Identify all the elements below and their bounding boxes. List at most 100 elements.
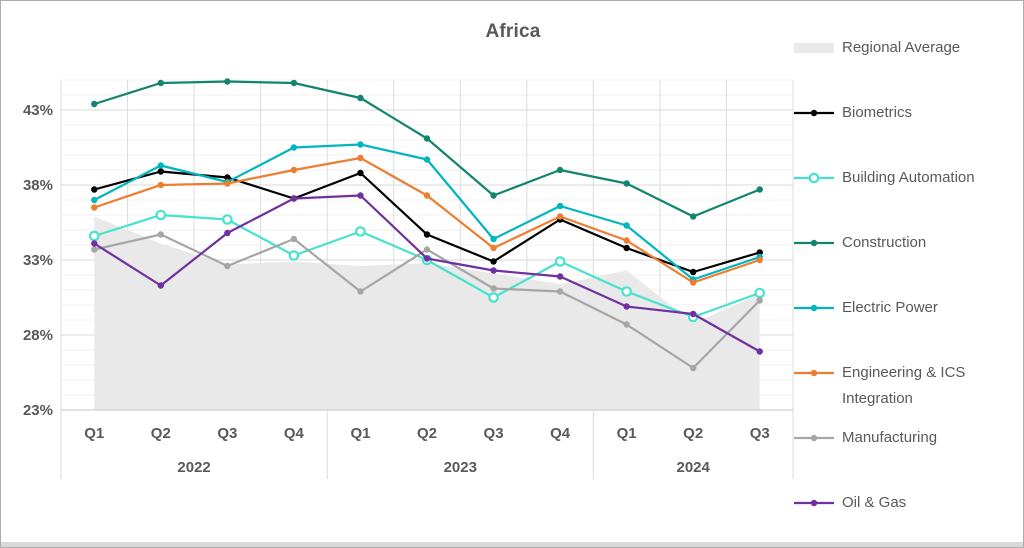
bottom-scroll-strip — [1, 542, 1023, 547]
data-point — [224, 180, 231, 187]
data-point — [689, 279, 697, 286]
data-point — [689, 364, 697, 372]
chart-title: Africa — [485, 21, 541, 42]
data-point — [357, 154, 364, 162]
legend-label: Construction — [842, 234, 927, 251]
x-tick-label: Q3 — [217, 425, 237, 442]
data-point — [623, 180, 630, 187]
data-point — [423, 135, 431, 142]
data-point — [556, 288, 564, 295]
data-point — [490, 267, 497, 274]
data-point — [290, 235, 298, 243]
year-group-label: 2024 — [676, 459, 710, 476]
data-point — [554, 256, 566, 267]
y-tick-label: 43% — [23, 102, 53, 119]
building-automation-swatch-icon — [794, 172, 834, 184]
construction-swatch-icon — [794, 239, 834, 247]
data-point — [423, 231, 431, 238]
data-point — [689, 268, 697, 276]
legend-item-engineering-ics-integration: Engineering & ICS Integration — [794, 360, 1018, 412]
data-point — [155, 209, 167, 221]
regional-average-swatch-icon — [794, 43, 834, 53]
data-point — [157, 282, 165, 289]
data-point — [357, 169, 364, 177]
legend-label: Manufacturing — [842, 429, 938, 446]
data-point — [754, 287, 766, 299]
data-point — [91, 246, 98, 253]
x-tick-label: Q2 — [683, 425, 703, 442]
data-point — [157, 181, 165, 189]
x-tick-label: Q4 — [550, 425, 571, 442]
year-group-label: 2023 — [444, 459, 477, 476]
data-point — [490, 192, 497, 199]
data-point — [490, 258, 497, 265]
data-point — [756, 256, 763, 264]
area-regional-average — [94, 216, 760, 410]
data-point — [224, 174, 231, 181]
legend-label: Building Automation — [842, 169, 975, 186]
data-point — [556, 202, 564, 210]
data-point — [290, 144, 298, 151]
series-oil-gas — [91, 192, 763, 355]
x-tick-label: Q2 — [151, 425, 171, 442]
legend-label: Biometrics — [842, 104, 913, 121]
data-point — [222, 214, 233, 225]
legend-item-regional-average: Regional Average — [794, 35, 960, 61]
y-tick-label: 28% — [23, 327, 53, 344]
legend-item-electric-power: Electric Power — [794, 295, 938, 321]
data-point — [689, 310, 697, 318]
data-point — [157, 162, 165, 169]
data-point — [91, 100, 98, 108]
data-point — [357, 94, 364, 102]
data-point — [91, 186, 98, 193]
data-point — [556, 166, 564, 174]
data-point — [357, 141, 364, 148]
x-tick-label: Q2 — [417, 425, 437, 442]
data-point — [157, 168, 165, 175]
data-point — [689, 213, 697, 220]
legend-label: Electric Power — [842, 299, 938, 316]
data-point — [556, 213, 564, 220]
data-point — [290, 79, 298, 87]
data-point — [157, 231, 165, 238]
data-point — [623, 237, 630, 244]
y-tick-label: 38% — [23, 177, 53, 194]
legend-label: Regional Average — [842, 39, 961, 56]
data-point — [423, 246, 431, 253]
data-point — [488, 292, 499, 303]
axes — [60, 409, 794, 479]
data-point — [355, 226, 366, 237]
series-electric-power — [91, 141, 763, 283]
oil-gas-swatch-icon — [794, 499, 834, 507]
biometrics-swatch-icon — [794, 109, 834, 117]
x-tick-label: Q3 — [750, 425, 770, 442]
chart-legend: Regional Average Biometrics Building Autom… — [794, 35, 1022, 535]
data-point — [288, 250, 300, 261]
data-point — [490, 244, 497, 252]
data-point — [357, 192, 364, 199]
manufacturing-swatch-icon — [794, 434, 834, 442]
legend-item-manufacturing: Manufacturing — [794, 425, 937, 451]
data-point — [556, 273, 564, 280]
data-point — [756, 186, 763, 193]
series-engineering-ics-integration — [91, 154, 763, 286]
legend-item-biometrics: Biometrics — [794, 100, 912, 126]
data-point — [423, 255, 431, 262]
data-point — [623, 244, 630, 252]
data-point — [91, 204, 98, 211]
electric-power-swatch-icon — [794, 304, 834, 312]
data-point — [157, 79, 165, 87]
data-point — [224, 229, 231, 237]
data-point — [490, 285, 497, 292]
legend-label: Engineering & ICS Integration — [842, 364, 966, 407]
legend-item-construction: Construction — [794, 230, 926, 256]
data-point — [490, 235, 497, 243]
data-point — [357, 288, 364, 295]
engineering-ics-integration-swatch-icon — [794, 369, 834, 377]
data-point — [88, 230, 100, 242]
x-axis-labels: Q1 Q2 Q3 Q4 Q1 Q2 Q3 Q4 Q1 Q2 Q3 2022 2023 2024 — [84, 425, 769, 476]
y-axis-labels: 23% 28% 33% 38% 43% — [23, 102, 53, 419]
data-point — [756, 348, 763, 355]
